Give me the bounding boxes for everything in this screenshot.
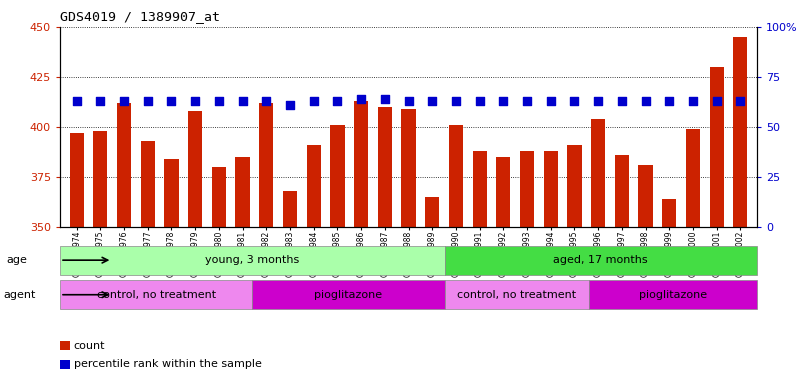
Point bbox=[663, 98, 676, 104]
Bar bbox=[307, 145, 321, 227]
Point bbox=[165, 98, 178, 104]
Text: young, 3 months: young, 3 months bbox=[205, 255, 300, 265]
Point bbox=[710, 98, 723, 104]
Bar bbox=[93, 131, 107, 227]
Text: control, no treatment: control, no treatment bbox=[457, 290, 576, 300]
Point bbox=[592, 98, 605, 104]
Bar bbox=[141, 141, 155, 227]
Bar bbox=[252, 280, 445, 309]
Bar bbox=[401, 109, 416, 227]
Bar bbox=[378, 107, 392, 227]
Bar bbox=[733, 37, 747, 227]
Point bbox=[70, 98, 83, 104]
Point bbox=[236, 98, 249, 104]
Bar bbox=[445, 246, 757, 275]
Point bbox=[212, 98, 225, 104]
Bar bbox=[60, 246, 445, 275]
Bar bbox=[445, 280, 589, 309]
Point bbox=[308, 98, 320, 104]
Bar bbox=[520, 151, 534, 227]
Point bbox=[94, 98, 107, 104]
Point bbox=[378, 96, 391, 102]
Bar bbox=[614, 155, 629, 227]
Point bbox=[686, 98, 699, 104]
Point bbox=[189, 98, 202, 104]
Text: pioglitazone: pioglitazone bbox=[638, 290, 707, 300]
Point bbox=[639, 98, 652, 104]
Point bbox=[497, 98, 509, 104]
Bar bbox=[686, 129, 700, 227]
Point bbox=[426, 98, 439, 104]
Point bbox=[331, 98, 344, 104]
Point bbox=[615, 98, 628, 104]
Point bbox=[473, 98, 486, 104]
Bar bbox=[544, 151, 557, 227]
Bar bbox=[589, 280, 757, 309]
Bar bbox=[591, 119, 606, 227]
Point bbox=[545, 98, 557, 104]
Bar bbox=[330, 125, 344, 227]
Point bbox=[521, 98, 533, 104]
Bar bbox=[567, 145, 582, 227]
Bar bbox=[164, 159, 179, 227]
Point bbox=[568, 98, 581, 104]
Text: count: count bbox=[74, 341, 105, 351]
Bar bbox=[638, 165, 653, 227]
Bar bbox=[473, 151, 487, 227]
Bar bbox=[283, 190, 297, 227]
Point bbox=[141, 98, 154, 104]
Point bbox=[734, 98, 747, 104]
Text: percentile rank within the sample: percentile rank within the sample bbox=[74, 359, 262, 369]
Point bbox=[118, 98, 131, 104]
Text: pioglitazone: pioglitazone bbox=[314, 290, 383, 300]
Bar bbox=[710, 67, 724, 227]
Bar bbox=[211, 167, 226, 227]
Bar bbox=[496, 157, 510, 227]
Bar bbox=[425, 197, 439, 227]
Point bbox=[260, 98, 272, 104]
Point bbox=[284, 102, 296, 108]
Bar bbox=[260, 103, 273, 227]
Bar bbox=[449, 125, 463, 227]
Point bbox=[402, 98, 415, 104]
Bar bbox=[70, 133, 84, 227]
Bar bbox=[60, 280, 252, 309]
Bar bbox=[188, 111, 203, 227]
Text: age: age bbox=[6, 255, 27, 265]
Bar bbox=[117, 103, 131, 227]
Point bbox=[449, 98, 462, 104]
Text: aged, 17 months: aged, 17 months bbox=[553, 255, 648, 265]
Point bbox=[355, 96, 368, 102]
Text: agent: agent bbox=[3, 290, 35, 300]
Bar bbox=[235, 157, 250, 227]
Text: control, no treatment: control, no treatment bbox=[97, 290, 215, 300]
Text: GDS4019 / 1389907_at: GDS4019 / 1389907_at bbox=[60, 10, 220, 23]
Bar bbox=[662, 199, 676, 227]
Bar bbox=[354, 101, 368, 227]
